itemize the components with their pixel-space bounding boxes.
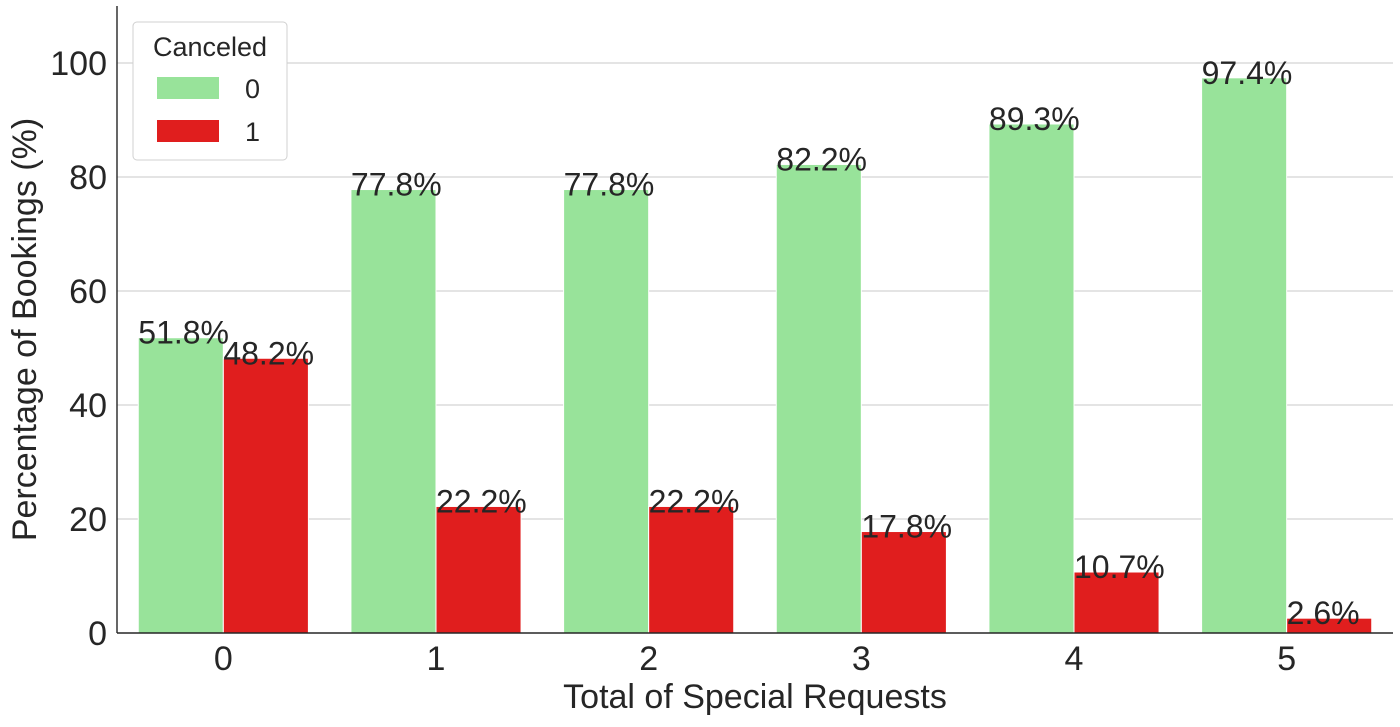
x-tick-label: 5	[1277, 640, 1296, 678]
bar-canceled-0-requests-3	[775, 163, 862, 634]
data-label: 10.7%	[1074, 549, 1165, 585]
legend-swatch	[157, 77, 219, 99]
data-label: 17.8%	[861, 509, 952, 545]
data-label: 22.2%	[436, 483, 527, 519]
data-label: 89.3%	[989, 101, 1080, 137]
bar-canceled-1-requests-0	[222, 357, 309, 634]
y-tick-label: 80	[69, 159, 107, 197]
bar-canceled-1-requests-1	[435, 505, 522, 634]
data-label: 77.8%	[564, 167, 655, 203]
x-tick-label: 1	[427, 640, 446, 678]
y-tick-label: 60	[69, 273, 107, 311]
x-tick-label: 2	[639, 640, 658, 678]
legend-items: 01	[157, 74, 260, 147]
axes	[116, 6, 1393, 634]
legend[interactable]: Canceled 01	[132, 21, 288, 161]
x-axis-title: Total of Special Requests	[563, 678, 947, 716]
data-label: 82.2%	[776, 141, 867, 177]
data-label: 22.2%	[649, 483, 740, 519]
data-label: 48.2%	[223, 335, 314, 371]
bars	[137, 77, 1373, 634]
data-label: 77.8%	[351, 167, 442, 203]
data-label: 97.4%	[1202, 55, 1293, 91]
y-tick-labels: 0 20 40 60 80 100	[50, 45, 107, 653]
bar-canceled-1-requests-3	[860, 531, 947, 634]
x-tick-label: 0	[214, 640, 233, 678]
x-tick-label: 3	[852, 640, 871, 678]
bar-canceled-0-requests-1	[350, 189, 437, 634]
x-tick-label: 4	[1065, 640, 1084, 678]
y-tick-label: 20	[69, 501, 107, 539]
y-axis-title: Percentage of Bookings (%)	[6, 118, 44, 541]
legend-label: 0	[245, 74, 260, 104]
bar-canceled-1-requests-2	[648, 505, 735, 634]
bar-canceled-0-requests-4	[988, 123, 1075, 634]
x-tick-labels: 0 1 2 3 4 5	[214, 640, 1296, 678]
data-label: 2.6%	[1287, 595, 1360, 631]
bar-canceled-0-requests-0	[137, 337, 224, 634]
legend-label: 1	[245, 117, 260, 147]
legend-item-1[interactable]: 1	[157, 117, 260, 147]
bar-canceled-0-requests-5	[1201, 77, 1288, 634]
legend-title: Canceled	[153, 32, 267, 62]
y-tick-label: 100	[50, 45, 107, 83]
bar-canceled-0-requests-2	[563, 189, 650, 634]
legend-swatch	[157, 120, 219, 142]
data-label: 51.8%	[138, 315, 229, 351]
y-tick-label: 40	[69, 387, 107, 425]
legend-item-0[interactable]: 0	[157, 74, 260, 104]
y-tick-label: 0	[88, 615, 107, 653]
data-labels: 51.8%48.2% 77.8% 22.2% 77.8% 22.2% 82.2% 17.8%…	[138, 55, 1359, 631]
